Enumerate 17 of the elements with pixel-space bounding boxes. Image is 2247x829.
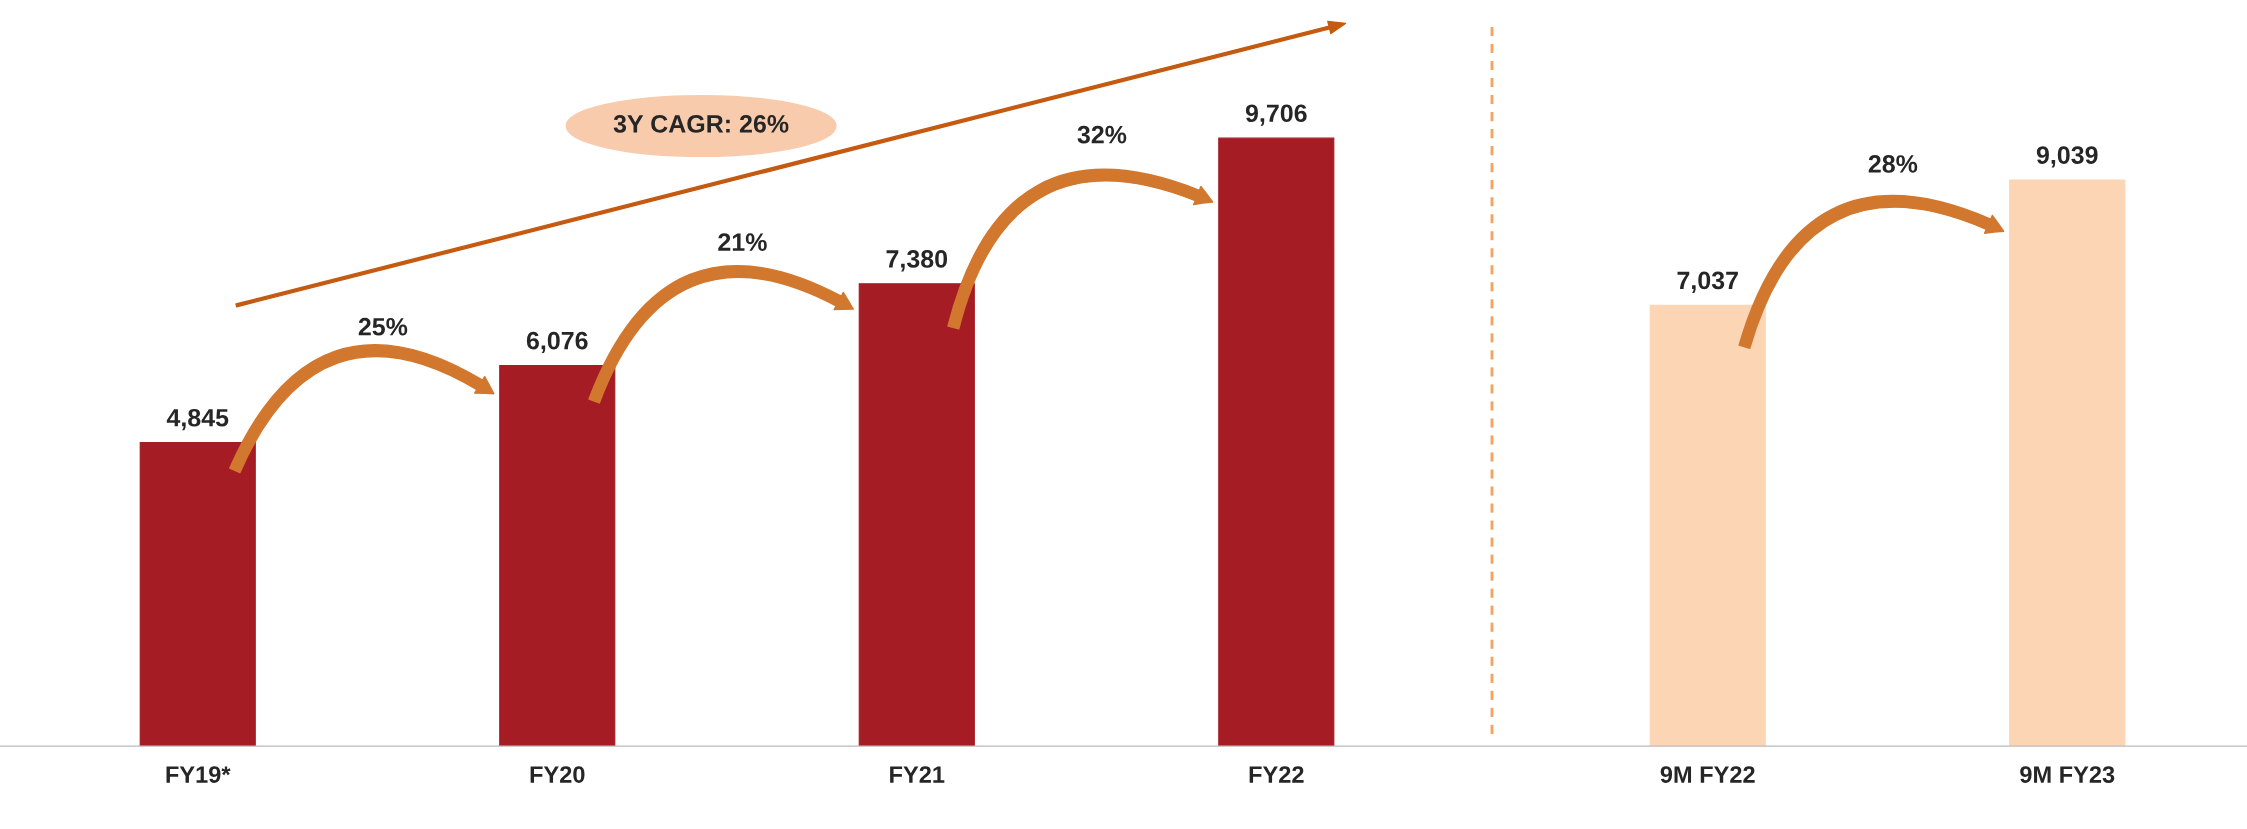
data-label: 7,037	[1677, 271, 1738, 293]
text: 3Y CAGR: 26%	[613, 115, 789, 133]
x-tick-label: FY21	[890, 766, 945, 783]
data-label: 4,845	[166, 408, 229, 431]
x-tick-label: FY20	[530, 766, 585, 783]
data-label: 9,706	[1245, 104, 1307, 126]
x-tick-label: 9M FY23	[2020, 766, 2115, 783]
annotation: 25%	[358, 317, 408, 336]
annotation: 21%	[718, 233, 767, 251]
data-label: 7,380	[886, 250, 948, 272]
annotation: 28%	[1868, 155, 1918, 173]
data-label: 6,076	[526, 331, 588, 354]
annotation: 32%	[1077, 125, 1127, 144]
x-tick-label: FY22	[1249, 766, 1304, 783]
x-tick-label: 9M FY22	[1660, 766, 1755, 783]
x-tick-label: FY19*	[166, 766, 231, 783]
data-label: 9,039	[2036, 146, 2098, 168]
